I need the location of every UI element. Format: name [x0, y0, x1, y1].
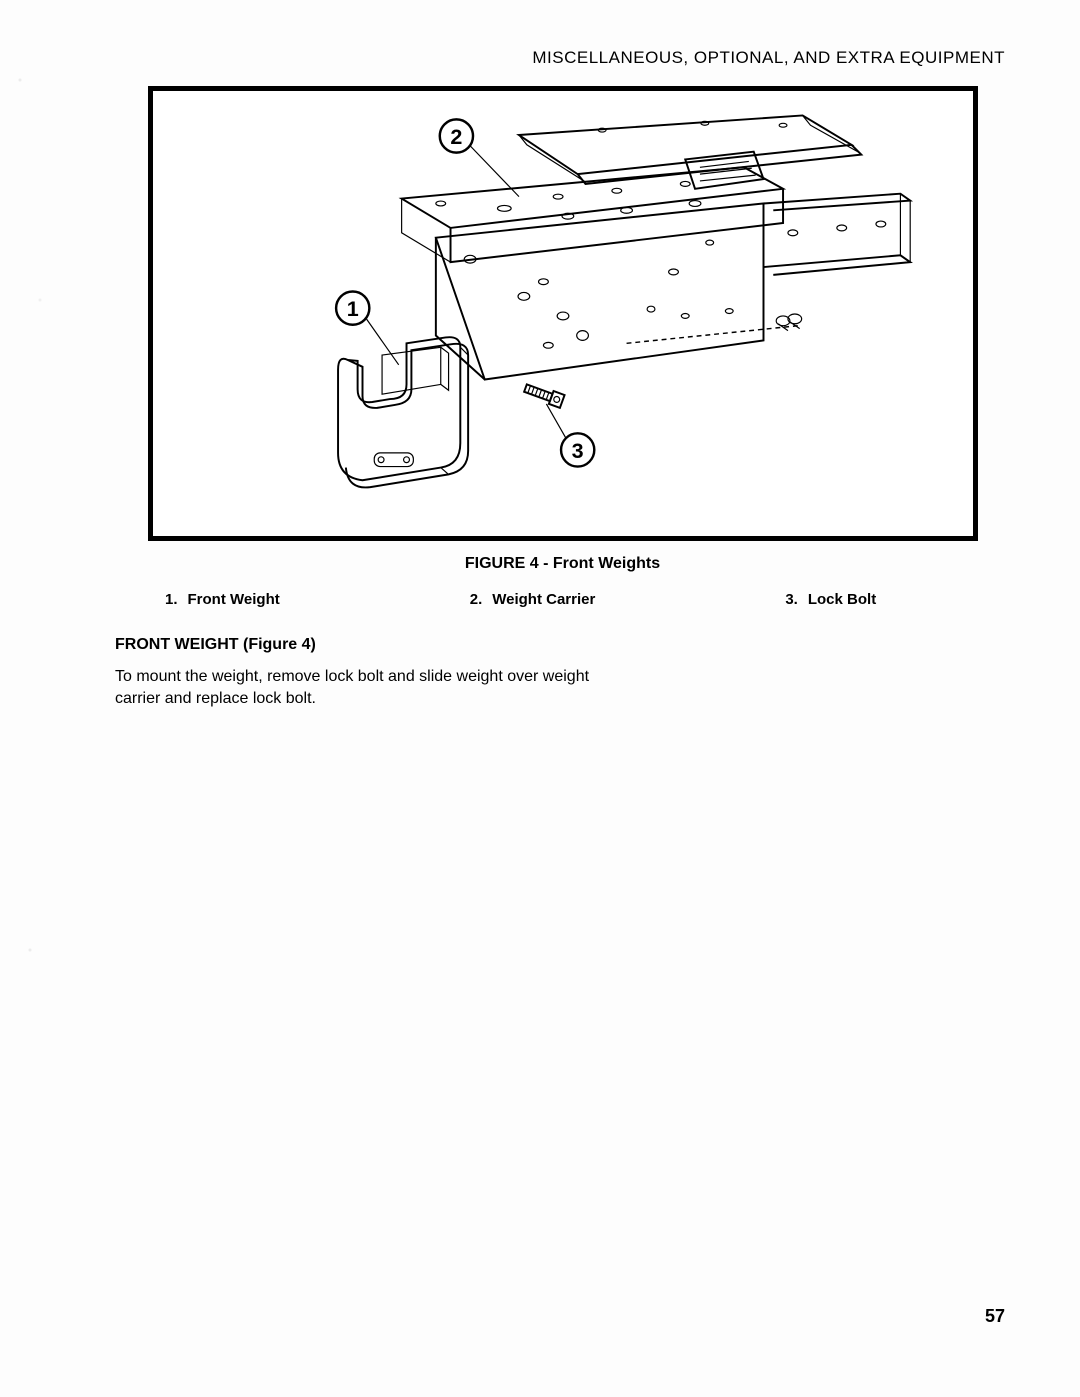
- legend-2-num: 2.: [470, 591, 483, 608]
- callout-1-label: 1: [346, 297, 358, 321]
- caption-title: Front Weights: [553, 555, 660, 572]
- legend-item-2: 2. Weight Carrier: [470, 591, 596, 608]
- legend-row: 1. Front Weight 2. Weight Carrier 3. Lock B…: [165, 591, 1010, 608]
- section-heading: FRONT WEIGHT (Figure 4): [115, 636, 1010, 654]
- legend-1-num: 1.: [165, 591, 178, 608]
- callout-2-label: 2: [450, 125, 462, 149]
- legend-1-label: Front Weight: [188, 591, 280, 608]
- legend-3-label: Lock Bolt: [808, 591, 876, 608]
- figure-caption: FIGURE 4 - Front Weights: [115, 555, 1010, 573]
- legend-item-1: 1. Front Weight: [165, 591, 280, 608]
- page-number: 57: [985, 1306, 1005, 1327]
- page-header: MISCELLANEOUS, OPTIONAL, AND EXTRA EQUIP…: [115, 48, 1005, 68]
- figure-4-box: 1 2 3: [148, 86, 978, 541]
- legend-item-3: 3. Lock Bolt: [785, 591, 876, 608]
- legend-3-num: 3.: [785, 591, 798, 608]
- caption-prefix: FIGURE 4 -: [465, 555, 553, 572]
- callout-3-label: 3: [571, 439, 583, 463]
- legend-2-label: Weight Carrier: [492, 591, 595, 608]
- body-paragraph: To mount the weight, remove lock bolt an…: [115, 666, 595, 709]
- manual-page: MISCELLANEOUS, OPTIONAL, AND EXTRA EQUIP…: [0, 0, 1080, 1397]
- figure-4-drawing: 1 2 3: [153, 91, 973, 536]
